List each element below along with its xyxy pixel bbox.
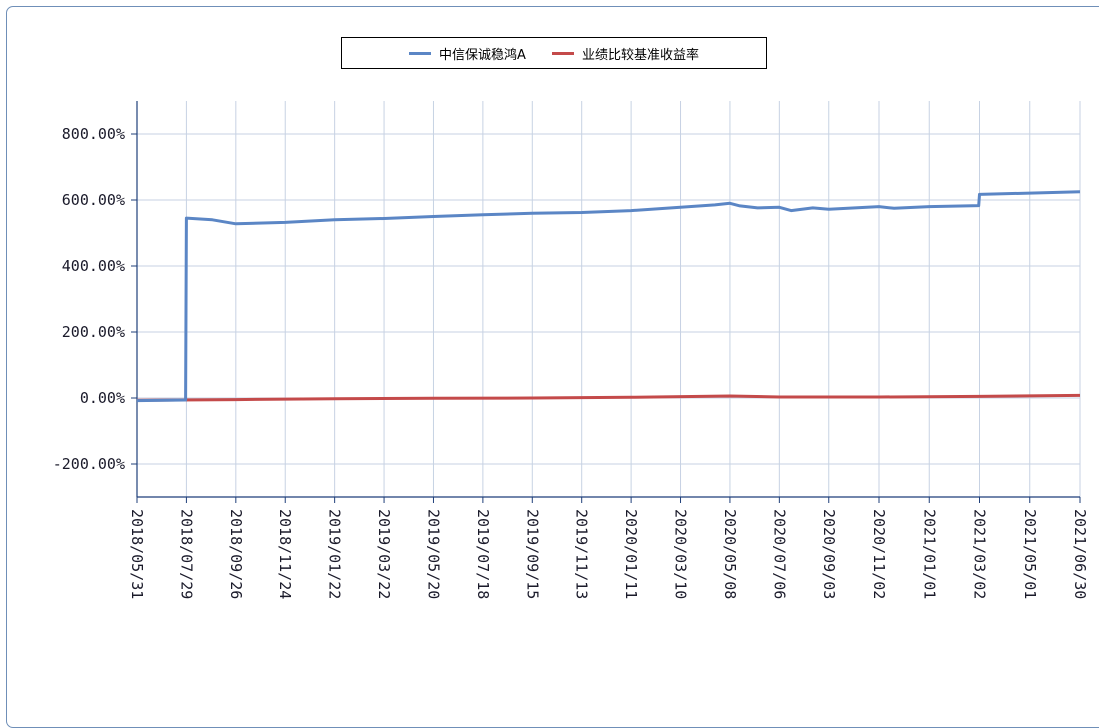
series-line-benchmark	[136, 393, 1081, 402]
x-tick-label: 2018/07/29	[177, 509, 195, 599]
y-tick-label: 0.00%	[80, 389, 125, 407]
legend: 中信保诚稳鸿A 业绩比较基准收益率	[341, 37, 767, 69]
x-tick-label: 2019/11/13	[573, 509, 591, 599]
x-tick-label: 2020/05/08	[721, 509, 739, 599]
legend-label-benchmark: 业绩比较基准收益率	[581, 47, 699, 63]
x-tick-label: 2021/05/01	[1021, 509, 1039, 599]
x-tick-label: 2018/05/31	[128, 509, 146, 599]
x-tick-label: 2020/07/06	[770, 509, 788, 599]
x-tick-label: 2019/09/15	[523, 509, 541, 599]
legend-item-benchmark: 业绩比较基准收益率	[551, 44, 699, 63]
y-tick-label: 400.00%	[62, 257, 125, 275]
x-tick-label: 2019/03/22	[375, 509, 393, 599]
x-tick-label: 2020/03/10	[672, 509, 690, 599]
x-tick-label: 2021/01/01	[920, 509, 938, 599]
x-tick-label: 2018/11/24	[276, 509, 294, 599]
x-tick-label: 2021/03/02	[971, 509, 989, 599]
legend-swatch-benchmark	[551, 51, 574, 55]
x-tick-label: 2020/11/02	[870, 509, 888, 599]
x-tick-label: 2018/09/26	[227, 509, 245, 599]
y-tick-label: 800.00%	[62, 125, 125, 143]
legend-swatch-fund	[409, 51, 432, 55]
chart-panel	[6, 6, 1099, 728]
y-tick-label: 200.00%	[62, 323, 125, 341]
y-tick-label: 600.00%	[62, 191, 125, 209]
x-tick-label: 2019/07/18	[474, 509, 492, 599]
y-tick-label: -200.00%	[53, 455, 125, 473]
legend-label-fund: 中信保诚稳鸿A	[439, 47, 526, 63]
legend-item-fund: 中信保诚稳鸿A	[409, 44, 526, 63]
series-line-fund	[136, 190, 1081, 403]
x-tick-label: 2019/01/22	[326, 509, 344, 599]
x-tick-label: 2019/05/20	[424, 509, 442, 599]
x-tick-label: 2021/06/30	[1071, 509, 1089, 599]
x-tick-label: 2020/09/03	[820, 509, 838, 599]
line-chart: 800.00% 600.00% 400.00% 200.00% 0.00% -200.00…	[53, 101, 1089, 599]
x-tick-label: 2020/01/11	[622, 509, 640, 599]
